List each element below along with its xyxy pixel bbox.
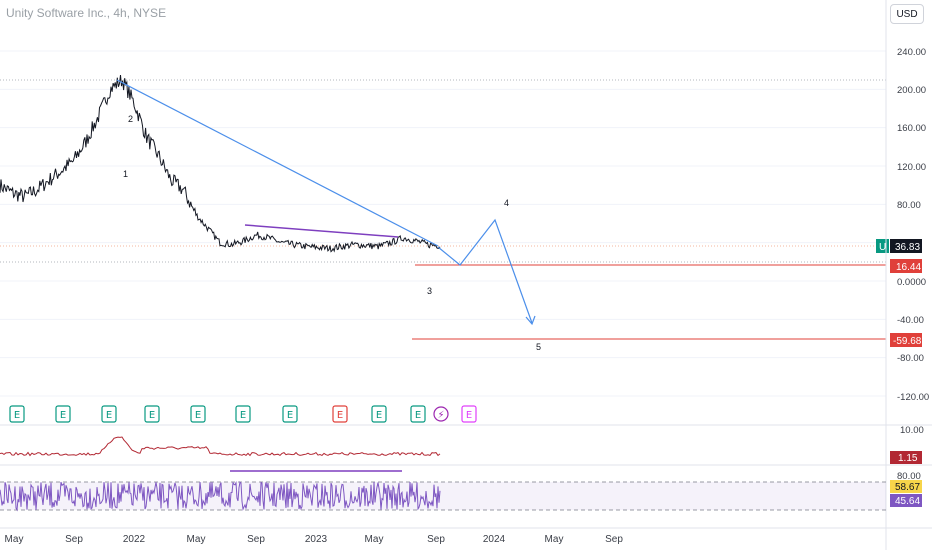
indicator1-tick: 10.00	[900, 425, 924, 436]
grid	[0, 50, 886, 397]
earnings-marker-label: E	[60, 410, 66, 421]
earnings-marker-label: E	[337, 410, 343, 421]
time-tick: 2023	[305, 534, 328, 545]
price-tick: -120.00	[897, 392, 929, 403]
earnings-marker-label: E	[240, 410, 246, 421]
time-tick: Sep	[427, 534, 445, 545]
rsi-value-a: 58.67	[895, 482, 920, 493]
wave-label-5: 5	[536, 342, 541, 352]
ticker-badge: U	[879, 242, 886, 253]
time-tick: May	[365, 534, 384, 545]
level-low-tag: -59.68	[890, 333, 922, 347]
earnings-marker-icon[interactable]: E	[190, 405, 206, 423]
time-tick: May	[187, 534, 206, 545]
time-tick: Sep	[65, 534, 83, 545]
price-tick: -40.00	[897, 315, 924, 326]
level-high-tag: 16.44	[890, 259, 922, 273]
earnings-marker-label: E	[106, 410, 112, 421]
time-tick: May	[545, 534, 564, 545]
indicator1-value-badge	[890, 451, 922, 464]
price-tick: 0.0000	[897, 277, 926, 288]
earnings-markers: E E E E E E E E E E ⚡ E	[9, 405, 477, 423]
earnings-marker-label: E	[287, 410, 293, 421]
earnings-marker-label: E	[415, 410, 421, 421]
level-high-value: 16.44	[896, 262, 921, 273]
projection-path[interactable]	[437, 218, 533, 324]
earnings-marker-icon[interactable]: E	[371, 405, 387, 423]
earnings-marker-icon[interactable]: E	[9, 405, 25, 423]
earnings-marker-icon[interactable]: E	[55, 405, 71, 423]
price-tick: -80.00	[897, 353, 924, 364]
divergence-line[interactable]	[244, 224, 399, 238]
rsi-line[interactable]	[0, 480, 441, 512]
time-tick: May	[5, 534, 24, 545]
price-series-line[interactable]	[0, 75, 441, 253]
earnings-marker-icon[interactable]: E	[282, 405, 298, 423]
time-tick: 2022	[123, 534, 146, 545]
earnings-marker-icon[interactable]: E	[461, 405, 477, 423]
split-marker-icon[interactable]: ⚡	[433, 406, 449, 422]
earnings-marker-icon[interactable]: E	[235, 405, 251, 423]
earnings-marker-label: E	[466, 410, 472, 421]
time-axis: May Sep 2022 May Sep 2023 May Sep 2024 May Sep	[5, 534, 624, 545]
rsi-band	[0, 482, 886, 510]
price-tick: 240.00	[897, 47, 926, 58]
rsi-tick: 80.00	[897, 471, 921, 482]
earnings-marker-icon[interactable]: E	[101, 405, 117, 423]
time-tick: 2024	[483, 534, 506, 545]
earnings-marker-icon[interactable]: E	[144, 405, 160, 423]
level-low-value: -59.68	[893, 336, 922, 347]
chart-title: Unity Software Inc., 4h, NYSE	[6, 6, 167, 20]
wave-label-4: 4	[504, 198, 509, 208]
wave-label-3: 3	[427, 286, 432, 296]
rsi-value-a-badge	[890, 480, 922, 493]
indicator1-value: 1.15	[898, 453, 918, 464]
earnings-marker-label: ⚡	[437, 410, 444, 421]
earnings-marker-icon[interactable]: E	[332, 405, 348, 423]
current-price-tag: U 36.83	[876, 239, 922, 253]
earnings-marker-label: E	[376, 410, 382, 421]
time-tick: Sep	[605, 534, 623, 545]
price-tick: 80.00	[897, 200, 921, 211]
rsi-value-b: 45.64	[895, 496, 920, 507]
rsi-value-b-badge	[890, 494, 922, 507]
price-axis: 240.00 200.00 160.00 120.00 80.00 0.0000…	[897, 47, 929, 403]
current-price-value: 36.83	[895, 242, 920, 253]
indicator1-line[interactable]	[0, 436, 441, 457]
price-tick: 120.00	[897, 162, 926, 173]
wave-label-1: 1	[123, 169, 128, 179]
earnings-marker-label: E	[149, 410, 155, 421]
price-tick: 160.00	[897, 123, 926, 134]
earnings-marker-icon[interactable]: E	[410, 405, 426, 423]
price-tick: 200.00	[897, 85, 926, 96]
earnings-marker-label: E	[195, 410, 201, 421]
currency-button[interactable]: USD	[890, 4, 924, 24]
wave-label-2: 2	[128, 114, 133, 124]
projection-arrowhead	[525, 315, 536, 326]
trend-line[interactable]	[116, 79, 439, 247]
time-tick: Sep	[247, 534, 265, 545]
earnings-marker-label: E	[14, 410, 20, 421]
